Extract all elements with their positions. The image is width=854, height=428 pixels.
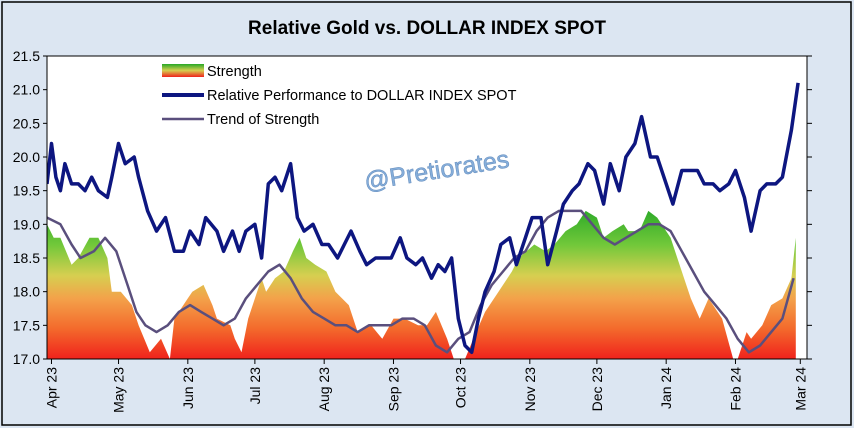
trend-of-strength-line <box>47 209 795 354</box>
legend-label-performance: Relative Performance to DOLLAR INDEX SPO… <box>207 88 517 104</box>
x-tick-label: Aug 23 <box>316 367 332 412</box>
x-tick-label: Nov 23 <box>522 367 538 412</box>
y-tick-label: 19.0 <box>13 216 40 232</box>
x-tick-label: Dec 23 <box>589 367 605 412</box>
y-tick-label: 20.5 <box>13 115 40 131</box>
strength-area-layer <box>47 210 796 359</box>
legend-swatch-strength <box>162 64 204 77</box>
y-tick-label: 21.5 <box>13 48 40 64</box>
x-tick-label: Jan 24 <box>658 367 674 409</box>
y-tick-label: 17.0 <box>13 351 40 367</box>
x-tick-label: Oct 23 <box>453 367 469 408</box>
legend-label-strength: Strength <box>207 64 262 80</box>
y-tick-label: 18.0 <box>13 284 40 300</box>
x-tick-label: Mar 24 <box>792 367 808 411</box>
y-tick-label: 20.0 <box>13 149 40 165</box>
performance-line-layer <box>47 82 800 355</box>
y-tick-label: 18.5 <box>13 250 40 266</box>
x-tick-label: Jul 23 <box>247 367 263 405</box>
y-tick-label: 19.5 <box>13 183 40 199</box>
x-axis: Apr 23 May 23 Jun 23 Jul 23 Aug 23 Sep 23 Oct … <box>43 359 808 413</box>
y-tick-label: 17.5 <box>13 317 40 333</box>
x-tick-label: Apr 23 <box>43 367 59 408</box>
strength-area <box>47 210 796 359</box>
x-tick-label: Sep 23 <box>385 367 401 412</box>
right-axis-ticks <box>807 55 812 360</box>
plot-border <box>46 55 808 360</box>
y-axis: 17.0 17.5 18.0 18.5 19.0 19.5 20.0 20.5 21.0 21.5 <box>13 48 47 367</box>
legend: Strength Relative Performance to DOLLAR … <box>162 64 517 128</box>
trend-line-layer <box>47 209 795 354</box>
y-tick-label: 21.0 <box>13 82 40 98</box>
relative-performance-line <box>47 82 800 355</box>
x-tick-label: Feb 24 <box>727 367 743 411</box>
x-tick-label: Jun 23 <box>180 367 196 409</box>
chart-title: Relative Gold vs. DOLLAR INDEX SPOT <box>248 18 606 39</box>
x-tick-label: May 23 <box>111 367 127 413</box>
legend-label-trend: Trend of Strength <box>207 112 319 128</box>
